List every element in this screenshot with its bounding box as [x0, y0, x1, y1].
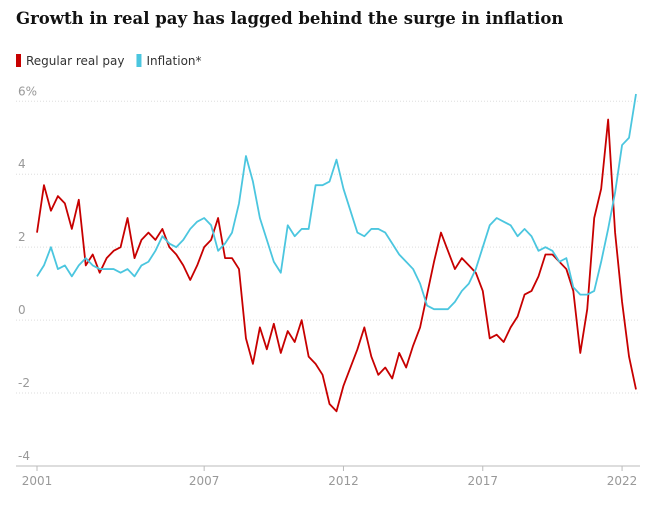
series-line — [36, 93, 637, 311]
y-tick-label: 6% — [18, 84, 37, 98]
x-tick-label: 2001 — [22, 474, 53, 488]
x-tick-label: 2012 — [328, 474, 359, 488]
legend-swatch — [16, 54, 21, 67]
series-line — [36, 118, 637, 413]
y-tick-label: 4 — [18, 157, 26, 171]
legend-swatch — [136, 54, 142, 67]
x-tick-label: 2017 — [467, 474, 498, 488]
y-tick-label: 2 — [18, 230, 26, 244]
legend-label: Regular real pay — [26, 54, 124, 68]
y-tick-label: -2 — [18, 376, 30, 390]
y-tick-label: -4 — [18, 449, 30, 463]
x-tick-label: 2007 — [189, 474, 220, 488]
x-tick-label: 2022 — [607, 474, 638, 488]
legend-label: Inflation* — [146, 54, 201, 68]
chart-title: Growth in real pay has lagged behind the… — [16, 9, 563, 28]
y-tick-label: 0 — [18, 303, 26, 317]
legend: Regular real pay Inflation* — [16, 54, 202, 68]
